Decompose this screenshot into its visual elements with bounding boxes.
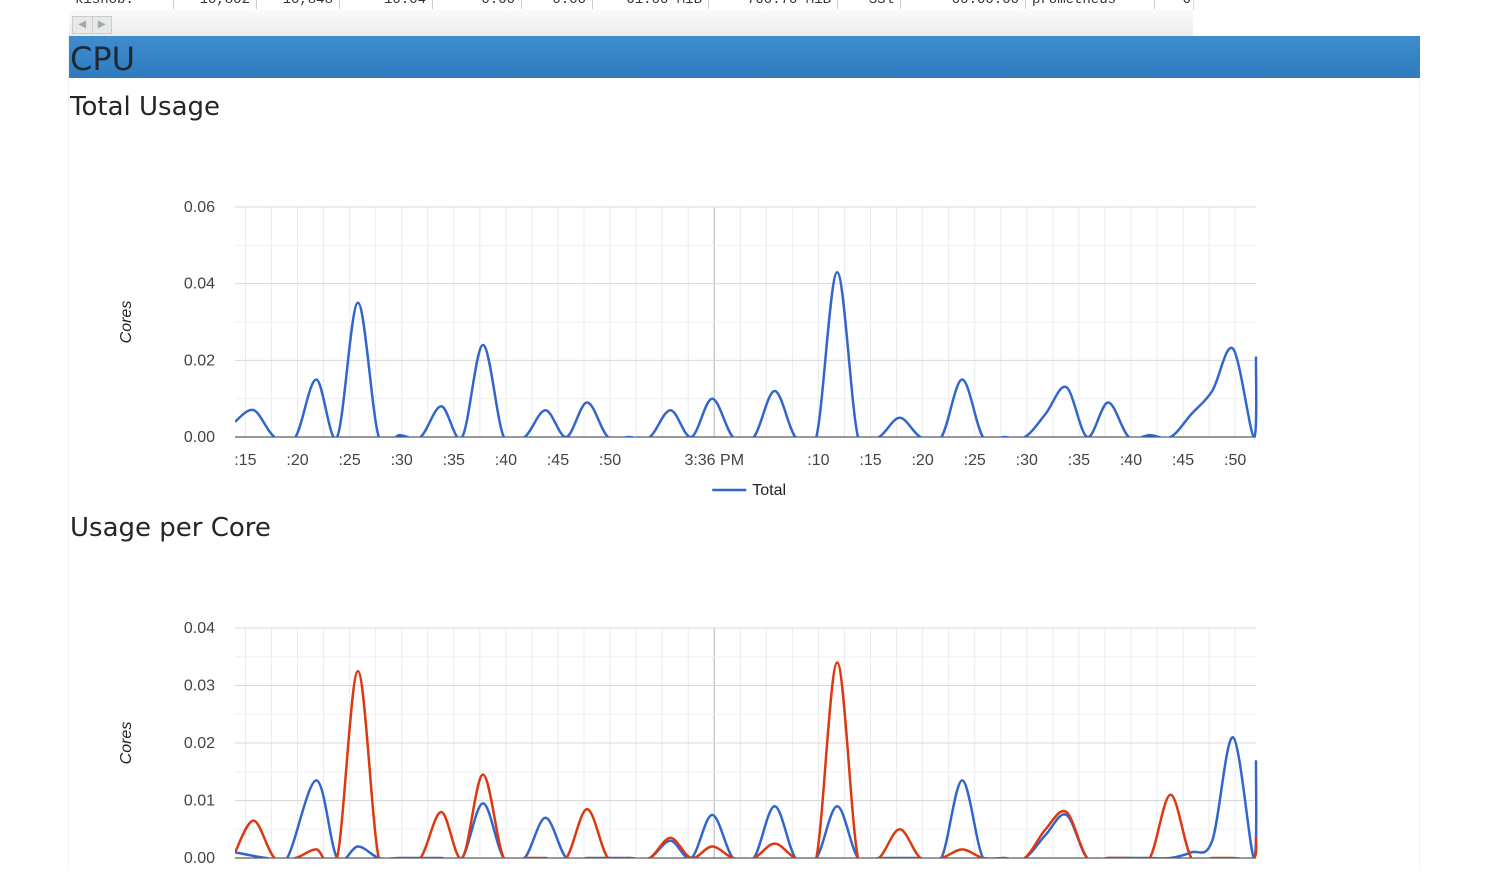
- usage-per-core-chart: 0.04 0.03 0.02 0.01 0.00 Cores: [118, 620, 1258, 867]
- table-horizontal-scrollbar[interactable]: ◀ ▶: [69, 10, 1193, 37]
- x-tick-label: :30: [1016, 452, 1038, 469]
- series-line: [235, 270, 1258, 437]
- table-cell: 10.04: [340, 0, 433, 9]
- x-tick-label: :35: [443, 452, 465, 469]
- y-tick-label: 0.00: [184, 429, 215, 446]
- table-cell: 00:00:00: [901, 0, 1026, 9]
- y-tick-label: 0.01: [184, 793, 215, 810]
- process-table-fragment: kishob. 10,802 10,848 10.04 0.00 0.00 01.00 Mi…: [69, 0, 1194, 10]
- y-axis-title: Cores: [118, 722, 135, 765]
- y-tick-label: 0.00: [184, 850, 215, 867]
- chart-heading-usage-per-core: Usage per Core: [70, 513, 271, 543]
- table-cell: prometheus: [1026, 0, 1155, 9]
- x-tick-label: :25: [338, 452, 360, 469]
- x-tick-label: :20: [286, 452, 308, 469]
- table-cell: 0: [1155, 0, 1193, 9]
- scroll-left-icon[interactable]: ◀: [78, 19, 87, 30]
- x-tick-label: :15: [234, 452, 256, 469]
- x-tick-label: :45: [547, 452, 569, 469]
- process-table-row: kishob. 10,802 10,848 10.04 0.00 0.00 01.00 Mi…: [69, 0, 1193, 9]
- y-tick-label: 0.04: [184, 276, 215, 293]
- table-cell: kishob.: [69, 0, 174, 9]
- x-tick-label: :20: [911, 452, 933, 469]
- x-tick-label: :10: [807, 452, 829, 469]
- table-cell: 10,802: [174, 0, 257, 9]
- table-cell: 0.00: [433, 0, 522, 9]
- x-tick-label: :35: [1068, 452, 1090, 469]
- x-tick-label: :50: [599, 452, 621, 469]
- x-tick-label: :30: [391, 452, 413, 469]
- scroll-right-icon[interactable]: ▶: [91, 17, 112, 33]
- x-tick-label: 3:36 PM: [684, 452, 744, 469]
- table-cell: SSl: [838, 0, 901, 9]
- total-usage-chart: 0.06 0.04 0.02 0.00 Cores :15 :20 :25 :30 :35 :40:…: [118, 199, 1258, 499]
- table-cell: 0.00: [522, 0, 593, 9]
- y-tick-label: 0.02: [184, 352, 215, 369]
- table-cell: 01.00 MiB: [593, 0, 709, 9]
- scroll-arrows[interactable]: ◀ ▶: [72, 16, 112, 34]
- y-tick-label: 0.03: [184, 678, 215, 695]
- x-tick-label: :50: [1224, 452, 1246, 469]
- table-cell: 10,848: [257, 0, 340, 9]
- series-line: [235, 661, 1258, 858]
- section-header: CPU: [69, 36, 1420, 78]
- x-tick-label: :45: [1172, 452, 1194, 469]
- x-tick-label: :40: [495, 452, 517, 469]
- y-tick-label: 0.06: [184, 199, 215, 216]
- chart-heading-total-usage: Total Usage: [70, 92, 220, 122]
- series-line: [235, 736, 1258, 858]
- x-tick-label: :25: [964, 452, 986, 469]
- section-title: CPU: [70, 40, 136, 78]
- cpu-panel: CPU Total Usage 0.06 0.04 0.02 0.00 Cores :15…: [68, 36, 1420, 867]
- y-tick-label: 0.02: [184, 735, 215, 752]
- y-tick-label: 0.04: [184, 620, 215, 637]
- y-axis-title: Cores: [118, 301, 135, 344]
- legend-label: Total: [752, 482, 786, 499]
- x-tick-label: :15: [859, 452, 881, 469]
- table-cell: 700.70 MiB: [709, 0, 838, 9]
- x-tick-label: :40: [1120, 452, 1142, 469]
